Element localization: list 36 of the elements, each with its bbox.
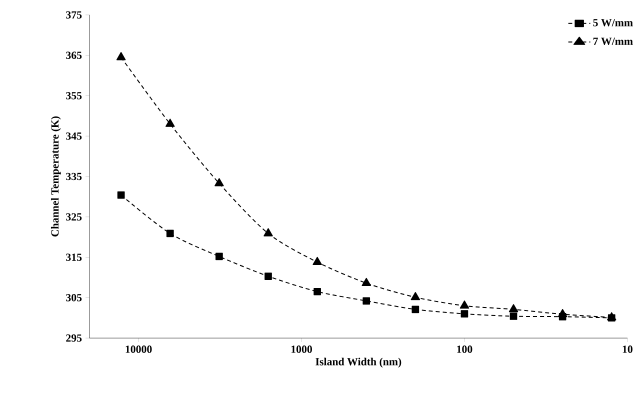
y-tick-label: 355 [66, 92, 82, 100]
y-tick-label: 365 [66, 52, 82, 60]
legend-label: 5 W/mm [593, 19, 633, 27]
legend-label: 7 W/mm [593, 38, 633, 46]
point [558, 309, 568, 318]
point [314, 288, 321, 296]
y-axis-title: Channel Temperature (K) [50, 116, 61, 237]
y-tick-label: 375 [66, 11, 82, 19]
point [116, 52, 126, 60]
y-tick-label: 345 [66, 132, 82, 140]
point [117, 192, 125, 199]
point [412, 306, 420, 314]
point [264, 272, 272, 280]
point [264, 228, 273, 236]
point [165, 118, 175, 128]
point [460, 300, 470, 309]
y-tick-label: 295 [66, 334, 82, 342]
point [510, 312, 518, 320]
y-tick-label: 305 [66, 294, 82, 302]
x-axis-title: Island Width (nm) [316, 358, 402, 368]
point [362, 278, 371, 286]
y-tick-label: 335 [66, 172, 82, 180]
point [312, 256, 322, 266]
point [362, 297, 370, 305]
point [460, 310, 468, 318]
y-tick-label: 315 [66, 254, 82, 262]
x-tick-label: 10 [622, 346, 632, 354]
point [214, 178, 224, 186]
point [410, 292, 420, 300]
point [216, 252, 223, 260]
x-tick-label: 10000 [126, 346, 152, 354]
point [508, 304, 518, 312]
y-tick-label: 325 [66, 213, 82, 221]
x-tick-label: 1000 [291, 346, 312, 354]
point [166, 230, 174, 238]
x-tick-label: 100 [457, 346, 472, 354]
